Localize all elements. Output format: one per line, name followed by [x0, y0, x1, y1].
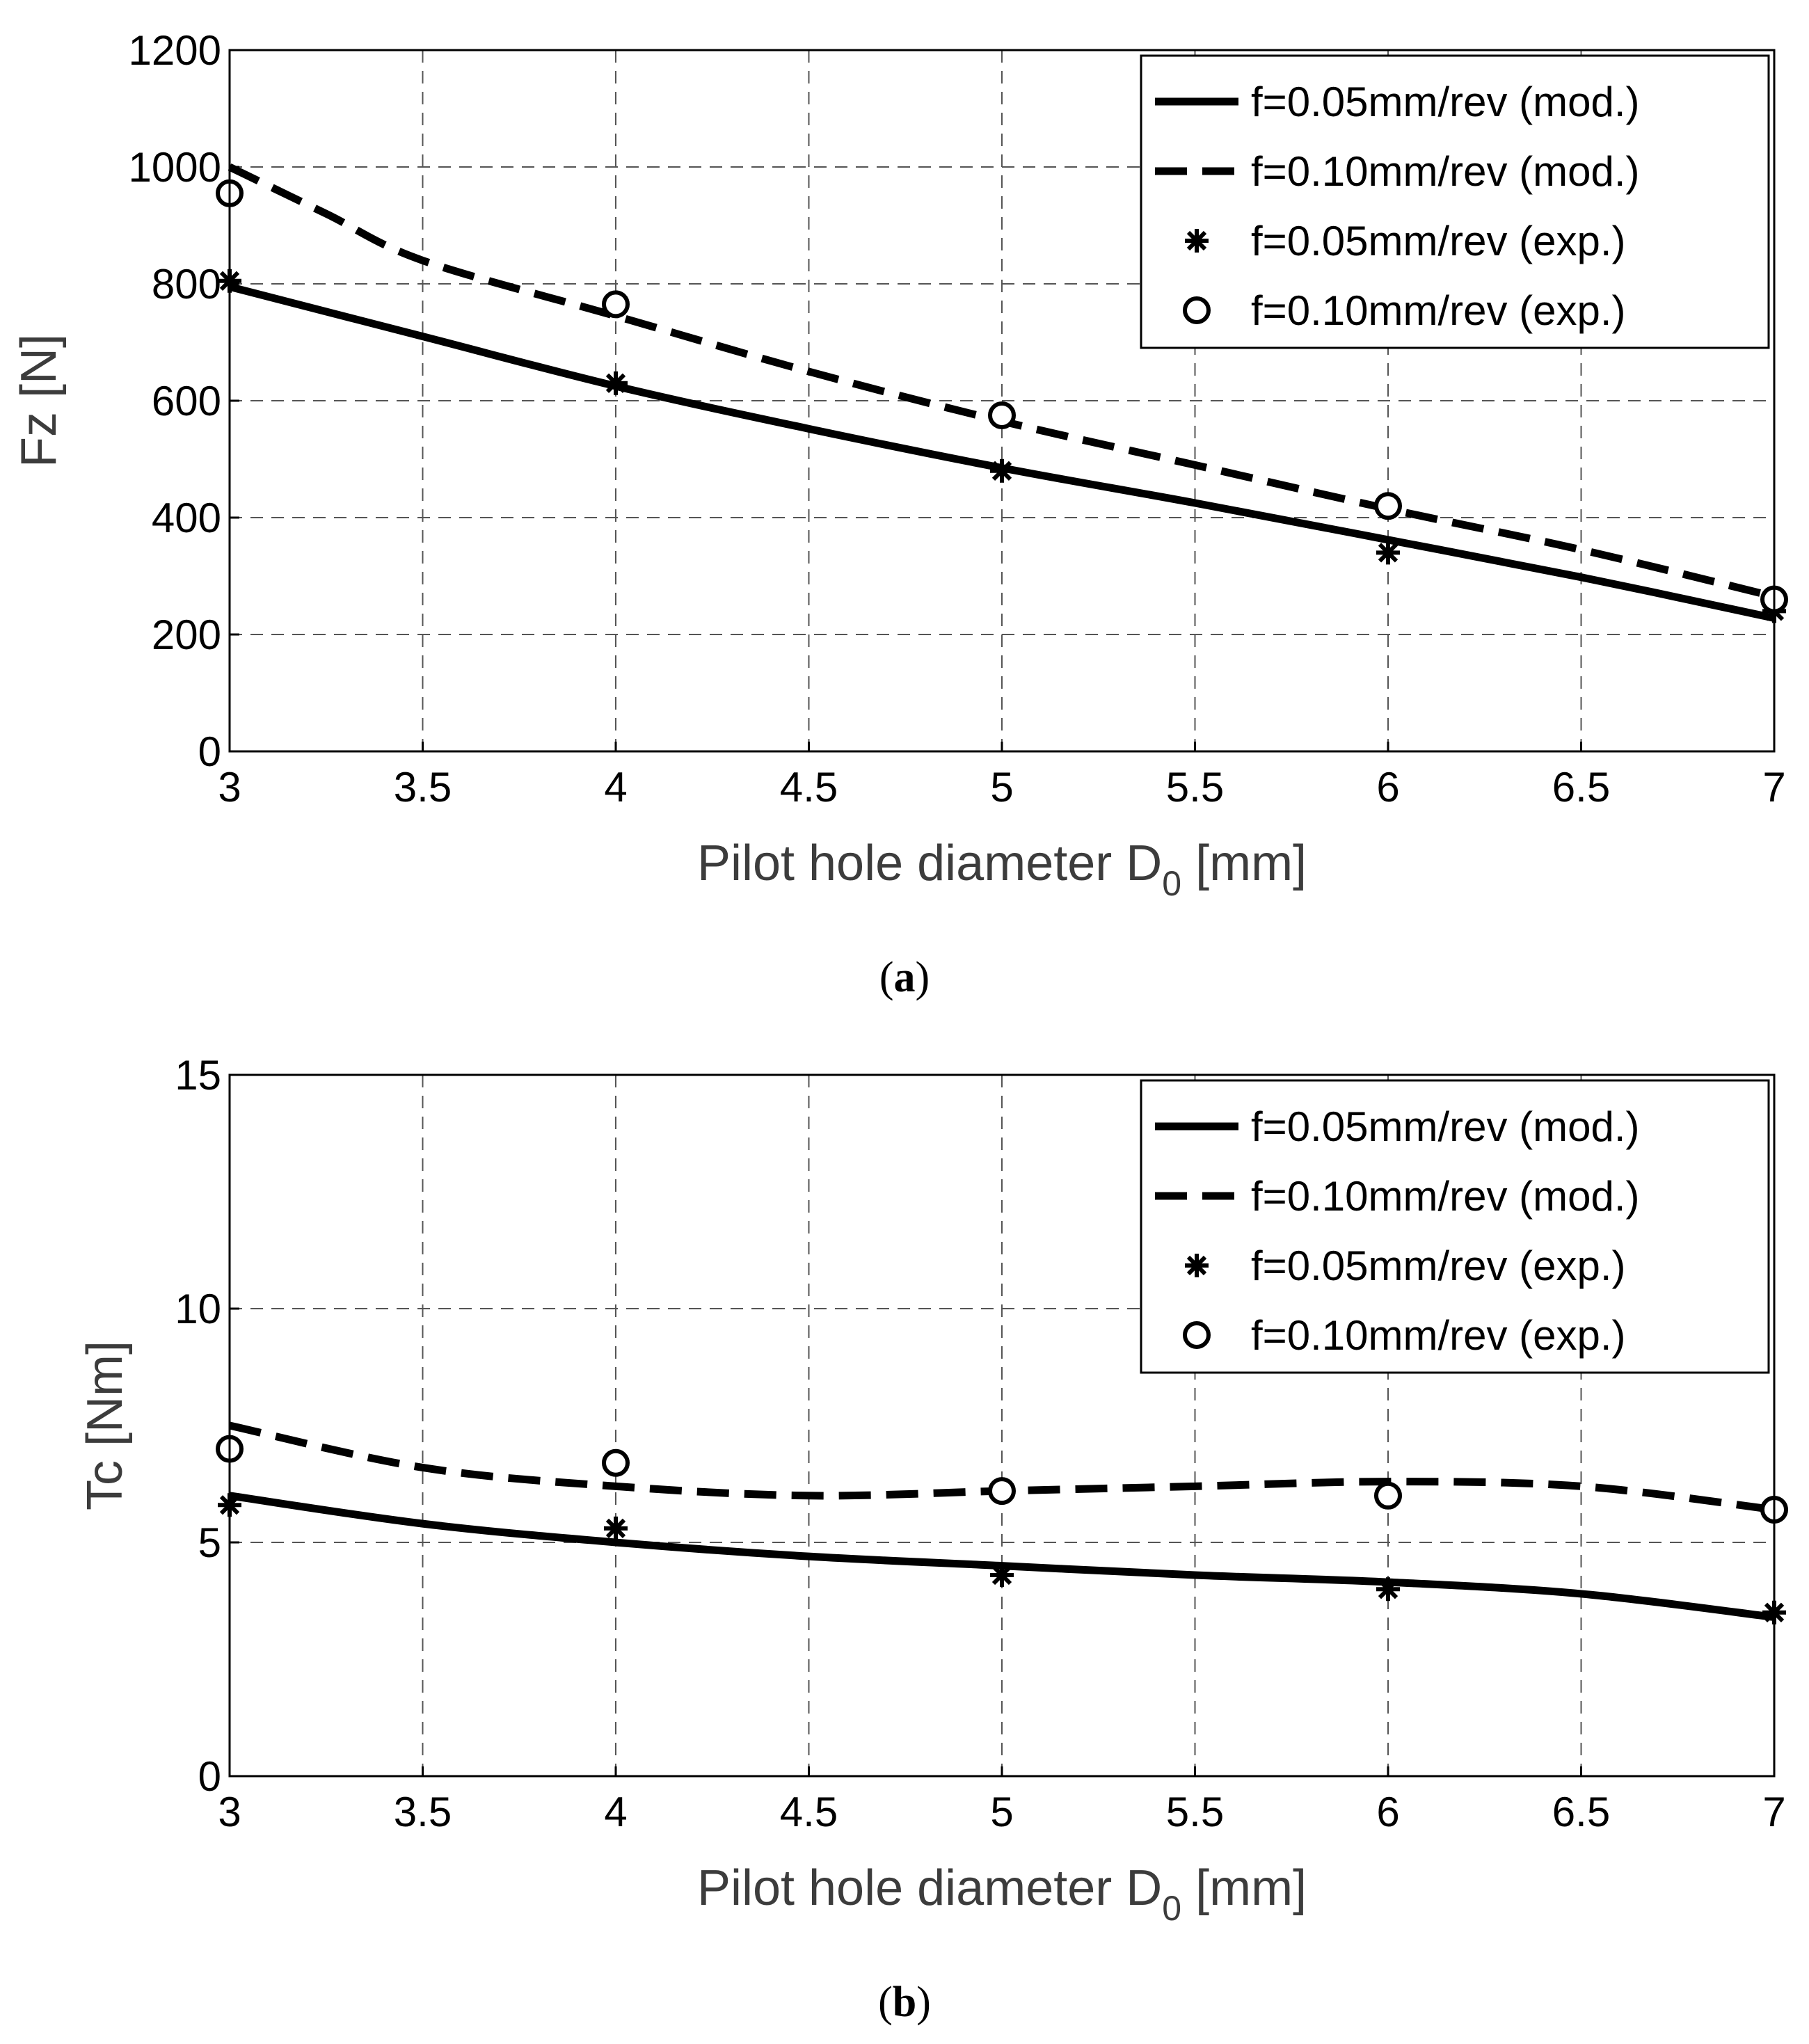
- caption-open-paren: (: [879, 954, 894, 1001]
- y-tick-label: 10: [175, 1286, 221, 1332]
- legend: f=0.05mm/rev (mod.) f=0.10mm/rev (mod.) f=…: [1140, 1079, 1770, 1374]
- data-point-f005-exp: [604, 371, 628, 395]
- legend-entry: f=0.10mm/rev (mod.): [1251, 148, 1640, 195]
- data-point-f010-exp: [1374, 492, 1402, 520]
- data-point-f010-exp: [602, 290, 630, 319]
- data-point-f010-exp: [988, 401, 1016, 429]
- y-tick-label: 1200: [129, 27, 221, 74]
- series-layer: [216, 1421, 1788, 1624]
- x-axis-label-main: Pilot hole diameter D: [697, 836, 1162, 891]
- x-tick-label: 5.5: [1166, 764, 1224, 811]
- y-tick-label: 600: [152, 378, 221, 424]
- caption-close-paren: ): [916, 954, 930, 1001]
- caption-letter: a: [894, 954, 916, 1001]
- y-tick-label: 0: [198, 1753, 221, 1800]
- x-tick-label: 6.5: [1552, 764, 1610, 811]
- y-tick-label: 200: [152, 612, 221, 658]
- caption-open-paren: (: [878, 1979, 893, 2026]
- legend-entry: f=0.05mm/rev (mod.): [1251, 79, 1640, 125]
- legend-box: [1140, 54, 1770, 349]
- y-tick-label: 1000: [129, 144, 221, 191]
- x-tick-label: 4.5: [780, 764, 838, 811]
- x-axis-label-main: Pilot hole diameter D: [697, 1860, 1162, 1916]
- y-axis-label: Fz [N]: [11, 334, 67, 468]
- data-point-f005-exp: [1376, 1577, 1400, 1602]
- legend-entry: f=0.05mm/rev (exp.): [1251, 218, 1626, 264]
- x-tick-label: 5.5: [1166, 1789, 1224, 1835]
- x-axis-label-subscript: 0: [1162, 864, 1181, 903]
- legend-entry: f=0.10mm/rev (mod.): [1251, 1173, 1640, 1220]
- x-tick-label: 4.5: [780, 1789, 838, 1835]
- chart-panel-a: 3 3.5 4 4.5 5 5.5 6 6.5 7 0 200 400 600 800 1000 1200 F…: [11, 27, 1788, 1001]
- data-point-f005-exp: [990, 1563, 1014, 1588]
- data-point-f010-exp: [602, 1448, 630, 1477]
- x-axis-label-unit: [mm]: [1181, 1860, 1307, 1916]
- y-tick-label: 0: [198, 728, 221, 775]
- legend-sample: [1183, 296, 1211, 324]
- x-tick-label: 4: [604, 1789, 627, 1835]
- y-tick-label: 400: [152, 495, 221, 541]
- x-axis-label-unit: [mm]: [1181, 836, 1307, 891]
- series-layer: [216, 163, 1788, 623]
- x-tick-label: 7: [1762, 1789, 1785, 1835]
- caption-close-paren: ): [916, 1979, 931, 2026]
- data-point-f010-exp: [988, 1477, 1016, 1506]
- tick-labels: 3 3.5 4 4.5 5 5.5 6 6.5 7 0 5 10 15: [175, 1052, 1785, 1835]
- x-tick-label: 3.5: [394, 764, 452, 811]
- x-axis-label: Pilot hole diameter D0 [mm]: [697, 1860, 1307, 1928]
- data-point-f010-exp: [1374, 1481, 1402, 1510]
- x-tick-label: 5: [990, 764, 1013, 811]
- x-tick-label: 4: [604, 764, 627, 811]
- y-tick-label: 5: [198, 1519, 221, 1566]
- data-point-f005-exp: [1376, 541, 1400, 565]
- panel-caption: (a): [879, 954, 930, 1001]
- legend-entry: f=0.10mm/rev (exp.): [1251, 1312, 1626, 1359]
- x-axis-label-subscript: 0: [1162, 1889, 1181, 1928]
- x-tick-label: 3.5: [394, 1789, 452, 1835]
- legend-entry: f=0.05mm/rev (exp.): [1251, 1243, 1626, 1289]
- x-tick-label: 7: [1762, 764, 1785, 811]
- caption-letter: b: [893, 1979, 916, 2026]
- x-tick-label: 6.5: [1552, 1789, 1610, 1835]
- x-tick-label: 5: [990, 1789, 1013, 1835]
- x-tick-label: 3: [218, 764, 241, 811]
- legend-sample: [1185, 1254, 1209, 1277]
- y-tick-label: 15: [175, 1052, 221, 1099]
- grid-lines: [230, 50, 1774, 751]
- x-axis-label: Pilot hole diameter D0 [mm]: [697, 836, 1307, 903]
- data-point-f005-exp: [990, 458, 1014, 483]
- panel-caption: (b): [878, 1979, 931, 2026]
- data-point-f005-exp: [604, 1516, 628, 1540]
- x-tick-label: 6: [1376, 764, 1399, 811]
- legend-entry: f=0.10mm/rev (exp.): [1251, 287, 1626, 334]
- tick-labels: 3 3.5 4 4.5 5 5.5 6 6.5 7 0 200 400 600 800 1000 1200: [129, 27, 1786, 811]
- x-tick-label: 3: [218, 1789, 241, 1835]
- y-tick-label: 800: [152, 261, 221, 308]
- legend-box: [1140, 1079, 1770, 1374]
- legend: f=0.05mm/rev (mod.) f=0.10mm/rev (mod.) f=…: [1140, 54, 1770, 349]
- legend-sample: [1183, 1321, 1211, 1349]
- legend-entry: f=0.05mm/rev (mod.): [1251, 1103, 1640, 1150]
- y-axis-label: Tc [Nm]: [77, 1341, 133, 1510]
- legend-sample: [1185, 229, 1209, 253]
- x-tick-label: 6: [1376, 1789, 1399, 1835]
- chart-panel-b: 3 3.5 4 4.5 5 5.5 6 6.5 7 0 5 10 15 Tc [Nm] Pilot ho…: [77, 1052, 1788, 2026]
- series-line-f010-mod: [228, 163, 1776, 600]
